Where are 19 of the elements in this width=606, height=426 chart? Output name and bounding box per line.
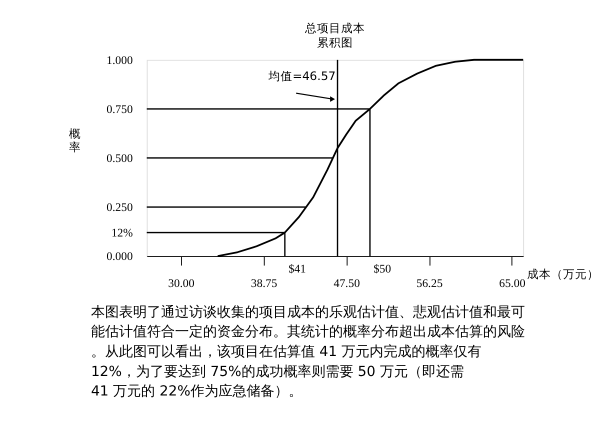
chart-subtitle: 累积图 — [316, 35, 353, 50]
y-tick-label: 0.000 — [106, 250, 133, 264]
y-tick-label: 0.500 — [106, 152, 133, 166]
text: 本图表明了通过访谈收集的项目成本的乐观估计值、悲观估计值和最可能估计值符合一定的资金分布。其统计的概率分布超出成本估算的风险。从此图可以看出，该项目在估算值 41 万元内完成的概率仅有 12%，为了要达到 75%的成功概率则需要 50 万元（即还需 41 万元的 22%作为应急储备）。 — [90, 304, 525, 400]
x-tick-label: 47.50 — [334, 277, 360, 290]
y-axis-title: 概率 — [69, 126, 82, 154]
y-tick-label: 0.250 — [106, 201, 133, 214]
x-axis-title: 成本（万元） — [527, 267, 600, 282]
y-tick-label: 1.000 — [106, 54, 133, 67]
ref-line-label: $41 — [288, 262, 306, 276]
x-tick-label: 30.00 — [168, 277, 195, 290]
x-tick-label: 38.75 — [250, 277, 278, 290]
annotation: 均值=46.57 — [267, 69, 336, 84]
x-tick-label: 65.00 — [499, 277, 526, 290]
y-tick-label: 0.750 — [106, 102, 133, 116]
chart-title: 总项目成本 — [304, 20, 365, 35]
x-tick-label: 56.25 — [416, 277, 443, 290]
ref-line-label: $50 — [374, 262, 392, 276]
y-tick-label: 12% — [111, 226, 134, 240]
